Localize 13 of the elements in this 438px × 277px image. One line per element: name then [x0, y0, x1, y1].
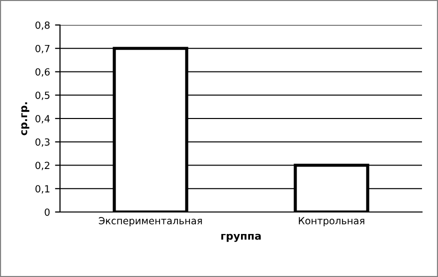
- y-tick-label: 0,5: [35, 92, 50, 100]
- y-axis-title: ср.гр.: [21, 102, 30, 136]
- y-tick-label: 0: [44, 208, 50, 216]
- x-axis-title: группа: [221, 234, 261, 242]
- y-tick-label: 0,4: [35, 114, 50, 124]
- x-tick-label: Экспериментальная: [98, 217, 202, 226]
- y-tick-label: 0,3: [35, 138, 50, 147]
- y-tick-label: 0,1: [35, 185, 50, 194]
- y-tick-label: 0,2: [35, 162, 50, 170]
- x-tick-label: Контрольная: [298, 217, 364, 226]
- y-tick-label: 0,7: [35, 44, 50, 54]
- y-tick-label: 0,8: [35, 21, 50, 30]
- y-tick-label: 0,6: [35, 68, 50, 77]
